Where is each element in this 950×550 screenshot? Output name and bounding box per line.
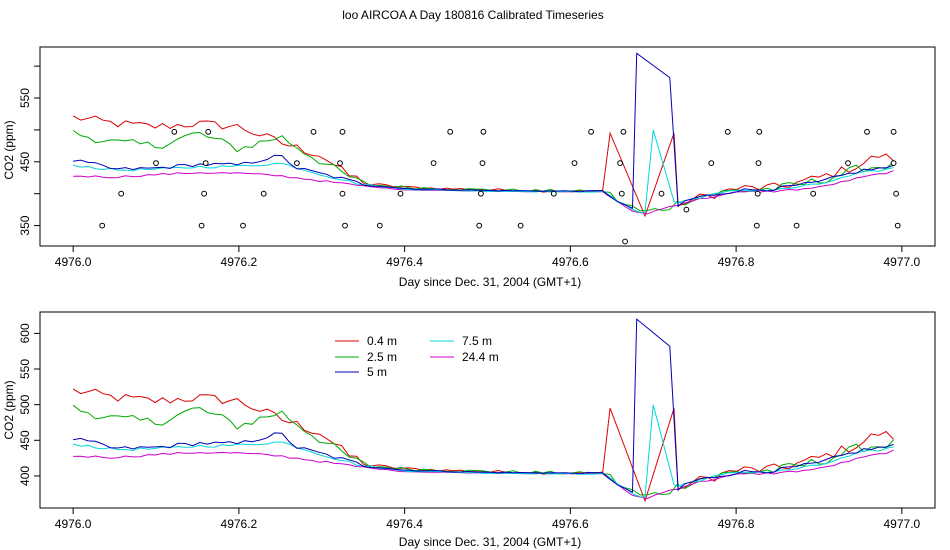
top-ytick-label: 550 (18, 88, 32, 108)
bottom-series-line-04m (72, 388, 894, 503)
scatter-point (376, 222, 383, 229)
scatter-point (893, 190, 899, 197)
bottom-xtick-label: 4976.0 (55, 517, 92, 531)
top-xtick-label: 4976.8 (718, 255, 755, 269)
scatter-point (478, 190, 484, 197)
legend-label-25m: 2.5 m (367, 350, 397, 364)
scatter-point (864, 128, 870, 135)
legend: 0.4 m 2.5 m5 m 7.5 m 24.4 m (335, 334, 499, 379)
bottom-xtick-label: 4976.8 (718, 517, 755, 531)
scatter-point (397, 190, 404, 197)
scatter-point (240, 222, 246, 229)
scatter-point (571, 160, 578, 167)
scatter-point (890, 160, 897, 167)
scatter-point (622, 238, 628, 245)
legend-label-04m: 0.4 m (367, 334, 397, 348)
scatter-point (890, 128, 897, 135)
scatter-point (337, 160, 343, 167)
scatter-point (153, 160, 159, 167)
scatter-point (658, 190, 665, 197)
bottom-series-lines (72, 318, 894, 503)
top-xlabel: Day since Dec. 31, 2004 (GMT+1) (399, 275, 581, 289)
bottom-ytick-label: 400 (18, 466, 32, 486)
bottom-series-line-5m (73, 318, 894, 493)
scatter-point (201, 190, 208, 197)
top-series-lines (72, 52, 894, 218)
bottom-xtick-label: 4977.0 (884, 517, 921, 531)
top-xtick-label: 4976.6 (552, 255, 589, 269)
legend-label-5m: 5 m (367, 365, 387, 379)
legend-label-244m: 24.4 m (462, 350, 499, 364)
scatter-point (845, 160, 851, 167)
bottom-xtick-label: 4976.4 (386, 517, 423, 531)
scatter-point (753, 222, 760, 229)
scatter-point (683, 206, 690, 213)
bottom-axes: 4976.0 4976.2 4976.4 4976.6 4976.8 4977.0 400 4… (18, 323, 920, 531)
scatter-point (198, 222, 205, 229)
top-axes: 4976.0 4976.2 4976.4 4976.6 4976.8 4977.0 350 4… (18, 65, 921, 269)
scatter-point (310, 128, 317, 135)
scatter-point (620, 128, 627, 135)
scatter-point (202, 160, 209, 167)
top-series-line-25m (72, 129, 894, 212)
bottom-ytick-label: 550 (18, 359, 32, 379)
scatter-point (99, 222, 106, 229)
bottom-ytick-label: 600 (18, 323, 32, 343)
scatter-point (205, 128, 212, 135)
bottom-xtick-label: 4976.2 (221, 517, 258, 531)
figure-title: loo AIRCOA A Day 180816 Calibrated Times… (342, 8, 603, 22)
scatter-point (517, 222, 524, 229)
bottom-xlabel: Day since Dec. 31, 2004 (GMT+1) (399, 535, 581, 549)
scatter-point (618, 190, 625, 197)
scatter-point (339, 128, 346, 135)
scatter-point (588, 128, 594, 135)
top-scatter-points (99, 128, 901, 245)
scatter-point (793, 222, 800, 229)
top-series-line-75m (72, 129, 894, 214)
top-ytick-label: 350 (18, 215, 32, 235)
scatter-point (894, 222, 901, 229)
scatter-point (118, 190, 125, 197)
scatter-point (171, 128, 178, 135)
scatter-point (476, 222, 483, 229)
top-xtick-label: 4976.4 (386, 255, 423, 269)
scatter-point (447, 128, 454, 135)
scatter-point (810, 190, 817, 197)
scatter-point (708, 160, 715, 167)
top-xtick-label: 4976.2 (221, 255, 258, 269)
top-xtick-label: 4977.0 (884, 255, 921, 269)
bottom-ylabel: CO2 (ppm) (2, 380, 16, 439)
top-panel: 4976.0 4976.2 4976.4 4976.6 4976.8 4977.0 350 4… (2, 46, 936, 289)
scatter-point (617, 160, 623, 167)
scatter-point (342, 222, 348, 229)
scatter-point (480, 128, 487, 135)
bottom-ytick-label: 500 (18, 394, 32, 414)
bottom-series-line-75m (72, 404, 894, 498)
bottom-panel: 4976.0 4976.2 4976.4 4976.6 4976.8 4977.0 400 4… (2, 311, 936, 549)
scatter-point (755, 160, 762, 167)
scatter-point (339, 190, 346, 197)
scatter-point (756, 128, 763, 135)
scatter-point (479, 160, 486, 167)
top-ylabel: CO2 (ppm) (2, 120, 16, 179)
scatter-point (260, 190, 267, 197)
legend-label-75m: 7.5 m (462, 334, 492, 348)
bottom-ytick-label: 450 (18, 430, 32, 450)
bottom-series-line-25m (72, 404, 894, 496)
scatter-point (430, 160, 437, 167)
bottom-xtick-label: 4976.6 (552, 517, 589, 531)
scatter-point (724, 128, 731, 135)
top-plot-frame (39, 46, 936, 247)
scatter-point (550, 190, 557, 197)
scatter-point (754, 190, 761, 197)
bottom-plot-frame (39, 311, 936, 509)
top-series-line-04m (72, 115, 894, 218)
top-ytick-label: 450 (18, 151, 32, 171)
top-xtick-label: 4976.0 (55, 255, 92, 269)
scatter-point (294, 160, 300, 167)
bottom-series-line-244m (73, 449, 894, 500)
